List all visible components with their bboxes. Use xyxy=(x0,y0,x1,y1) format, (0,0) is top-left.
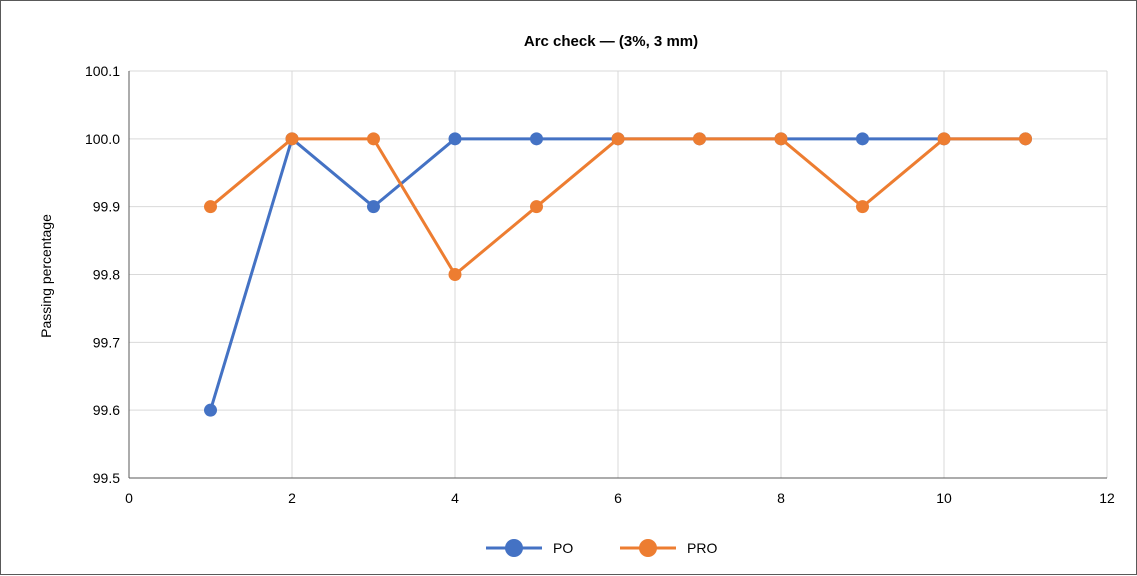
y-tick-label: 99.9 xyxy=(93,199,120,215)
y-tick-label: 99.5 xyxy=(93,470,120,486)
data-point-pro xyxy=(367,132,380,146)
y-axis-label: Passing percentage xyxy=(38,214,54,338)
chart-title: Arc check — (3%, 3 mm) xyxy=(524,33,698,50)
data-point-pro xyxy=(204,200,217,214)
series-lines xyxy=(204,132,1032,417)
data-point-po xyxy=(856,132,869,146)
data-point-pro xyxy=(530,200,543,214)
x-tick-label: 0 xyxy=(125,490,133,506)
axes xyxy=(128,71,1107,479)
y-tick-label: 99.6 xyxy=(93,402,120,418)
y-tick-label: 99.8 xyxy=(93,267,120,283)
gridlines xyxy=(129,70,1108,478)
tick-labels: 99.5 99.6 99.7 99.8 99.9 100.0 100.1 0 2 4 6 8 10 12 xyxy=(85,63,1115,506)
x-tick-label: 6 xyxy=(614,490,622,506)
data-point-pro xyxy=(448,268,462,281)
y-tick-label: 99.7 xyxy=(93,334,120,350)
y-tick-label: 100.0 xyxy=(85,131,120,147)
y-tick-label: 100.1 xyxy=(85,63,120,79)
x-tick-label: 4 xyxy=(451,490,459,506)
legend-item-pro: PRO xyxy=(620,539,717,557)
legend-label-po: PO xyxy=(553,540,573,556)
legend-item-po: PO xyxy=(486,539,573,557)
x-tick-label: 12 xyxy=(1099,490,1115,506)
data-point-pro xyxy=(1019,132,1032,146)
data-point-po xyxy=(530,132,543,146)
legend-marker-po xyxy=(505,539,523,557)
data-point-pro xyxy=(693,132,706,146)
data-point-po xyxy=(367,200,380,214)
data-point-po xyxy=(204,403,217,417)
data-point-pro xyxy=(856,200,869,214)
data-point-pro xyxy=(611,132,625,146)
data-point-pro xyxy=(937,132,951,146)
x-tick-label: 8 xyxy=(777,490,785,506)
x-tick-label: 2 xyxy=(288,490,296,506)
legend: PO PRO xyxy=(486,539,717,557)
data-point-pro xyxy=(774,132,788,146)
x-tick-label: 10 xyxy=(936,490,952,506)
data-point-po xyxy=(448,132,462,146)
data-point-pro xyxy=(285,132,299,146)
series-pro xyxy=(204,132,1032,281)
legend-label-pro: PRO xyxy=(687,540,717,556)
legend-marker-pro xyxy=(639,539,657,557)
